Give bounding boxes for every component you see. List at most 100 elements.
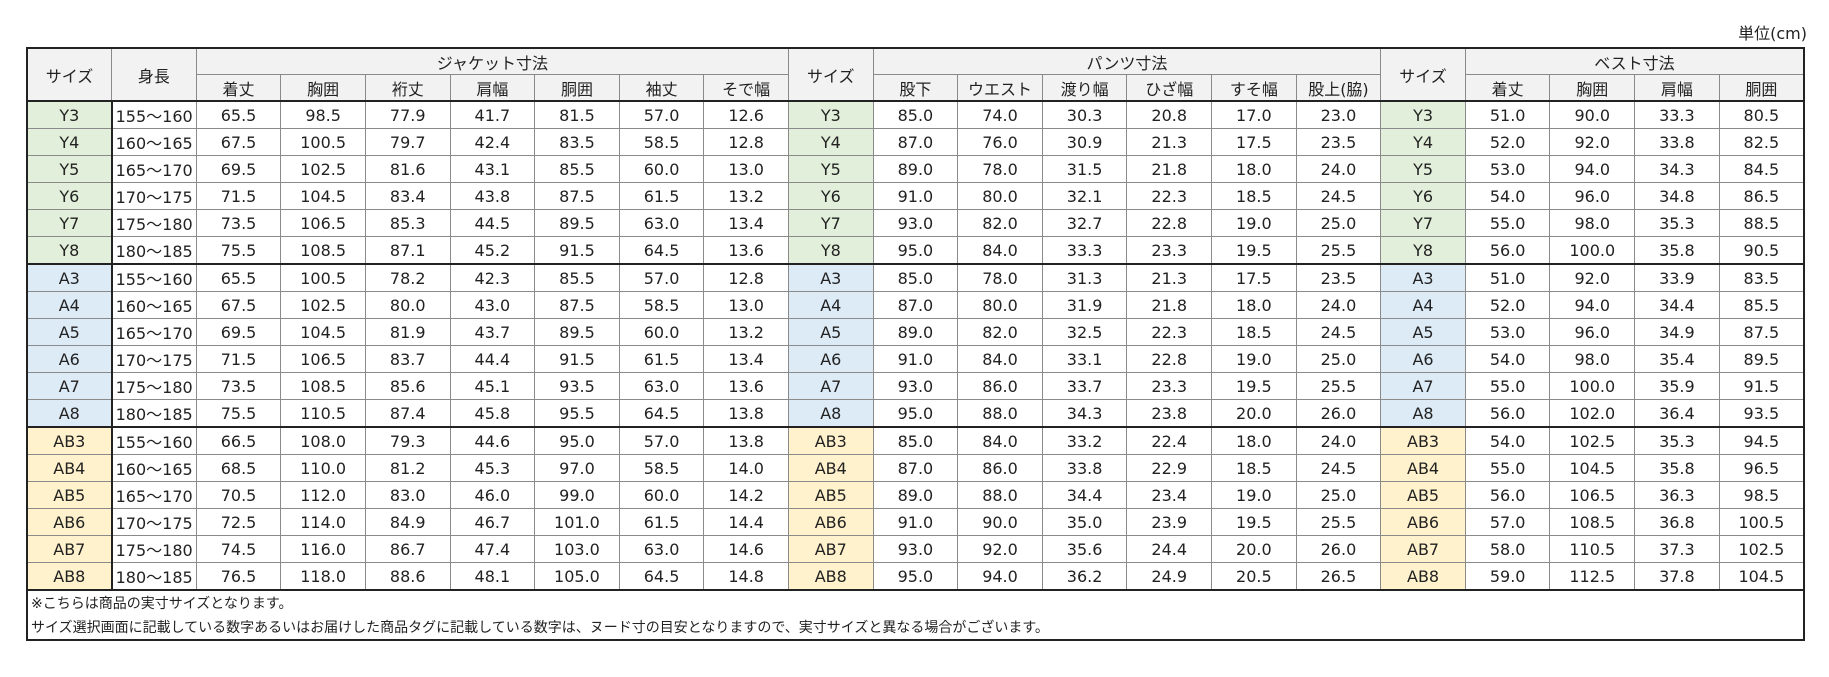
value-cell: 98.0 <box>1549 345 1636 373</box>
value-cell: 43.7 <box>449 318 536 346</box>
value-cell: 88.5 <box>1718 209 1805 237</box>
value-cell: 56.0 <box>1464 399 1551 428</box>
value-cell: 45.3 <box>449 454 536 482</box>
value-cell: 44.5 <box>449 209 536 237</box>
value-cell: 36.3 <box>1634 481 1720 509</box>
value-cell: 79.7 <box>364 128 451 156</box>
column-header: 胸囲 <box>1549 74 1636 102</box>
column-header: 渡り幅 <box>1041 74 1128 102</box>
value-cell: 100.5 <box>280 263 366 292</box>
value-cell: 34.3 <box>1041 399 1128 428</box>
value-cell: 24.4 <box>1126 535 1213 563</box>
value-cell: 93.5 <box>1718 399 1805 428</box>
data-row: AB7 175～180 74.5 116.0 86.7 47.4 103.0 63.0 14.6… <box>26 535 1805 563</box>
value-cell: 19.5 <box>1211 508 1297 536</box>
value-cell: 80.5 <box>1718 100 1805 129</box>
value-cell: 60.0 <box>618 155 705 183</box>
value-cell: 83.5 <box>534 128 620 156</box>
value-cell: 93.5 <box>534 372 620 400</box>
value-cell: 25.5 <box>1295 236 1382 265</box>
value-cell: 91.0 <box>872 182 959 210</box>
size-cell: Y4 <box>26 128 113 156</box>
size-cell: Y5 <box>1380 155 1466 183</box>
value-cell: 23.5 <box>1295 128 1382 156</box>
size-table: サイズ 身長 ジャケット寸法 サイズ パンツ寸法 サイズ ベスト寸法 着丈 胸囲 裄丈 肩幅 胴囲 袖丈… <box>26 47 1805 641</box>
value-cell: 75.5 <box>195 236 282 265</box>
value-cell: 93.0 <box>872 372 959 400</box>
value-cell: 12.8 <box>703 128 789 156</box>
value-cell: 54.0 <box>1464 182 1551 210</box>
value-cell: 93.0 <box>872 209 959 237</box>
value-cell: 91.0 <box>872 508 959 536</box>
value-cell: 13.8 <box>703 399 789 428</box>
value-cell: 99.0 <box>534 481 620 509</box>
value-cell: 95.0 <box>872 399 959 428</box>
section-header: パンツ寸法 <box>872 47 1382 75</box>
data-row: AB8 180～185 76.5 118.0 88.6 48.1 105.0 64.5 14.8… <box>26 562 1805 591</box>
value-cell: 31.9 <box>1041 291 1128 319</box>
value-cell: 87.5 <box>1718 318 1805 346</box>
value-cell: 82.0 <box>957 318 1043 346</box>
value-cell: 108.0 <box>280 426 366 455</box>
size-cell: AB4 <box>1380 454 1466 482</box>
value-cell: 97.0 <box>534 454 620 482</box>
size-cell: Y3 <box>787 100 874 129</box>
value-cell: 75.5 <box>195 399 282 428</box>
size-cell: Y3 <box>1380 100 1466 129</box>
column-header: 袖丈 <box>618 74 705 102</box>
value-cell: 96.0 <box>1549 182 1636 210</box>
value-cell: 95.5 <box>534 399 620 428</box>
value-cell: 22.3 <box>1126 182 1213 210</box>
value-cell: 66.5 <box>195 426 282 455</box>
value-cell: 61.5 <box>618 182 705 210</box>
size-cell: Y5 <box>26 155 113 183</box>
height-cell: 175～180 <box>110 535 197 563</box>
data-row: AB4 160～165 68.5 110.0 81.2 45.3 97.0 58.5 14.0 A… <box>26 454 1805 482</box>
value-cell: 61.5 <box>618 345 705 373</box>
value-cell: 19.0 <box>1211 209 1297 237</box>
size-cell: A7 <box>787 372 874 400</box>
height-cell: 160～165 <box>110 128 197 156</box>
value-cell: 108.5 <box>1549 508 1636 536</box>
value-cell: 105.0 <box>534 562 620 591</box>
value-cell: 88.6 <box>364 562 451 591</box>
value-cell: 81.5 <box>534 100 620 129</box>
value-cell: 89.5 <box>1718 345 1805 373</box>
value-cell: 32.1 <box>1041 182 1128 210</box>
value-cell: 91.5 <box>534 345 620 373</box>
column-header: 着丈 <box>195 74 282 102</box>
value-cell: 55.0 <box>1464 209 1551 237</box>
value-cell: 95.0 <box>872 562 959 591</box>
value-cell: 94.5 <box>1718 426 1805 455</box>
value-cell: 81.6 <box>364 155 451 183</box>
value-cell: 92.0 <box>1549 128 1636 156</box>
value-cell: 13.0 <box>703 291 789 319</box>
value-cell: 63.0 <box>618 535 705 563</box>
column-header: 股下 <box>872 74 959 102</box>
value-cell: 60.0 <box>618 318 705 346</box>
height-cell: 160～165 <box>110 291 197 319</box>
value-cell: 89.5 <box>534 318 620 346</box>
data-row: A8 180～185 75.5 110.5 87.4 45.8 95.5 64.5 13.8 A8… <box>26 399 1805 428</box>
value-cell: 14.4 <box>703 508 789 536</box>
value-cell: 33.7 <box>1041 372 1128 400</box>
height-cell: 175～180 <box>110 209 197 237</box>
value-cell: 85.6 <box>364 372 451 400</box>
value-cell: 85.3 <box>364 209 451 237</box>
size-cell: A3 <box>26 263 113 292</box>
value-cell: 57.0 <box>618 263 705 292</box>
size-cell: AB5 <box>787 481 874 509</box>
value-cell: 78.0 <box>957 263 1043 292</box>
value-cell: 87.0 <box>872 128 959 156</box>
size-cell: A5 <box>26 318 113 346</box>
size-cell: AB3 <box>1380 426 1466 455</box>
value-cell: 101.0 <box>534 508 620 536</box>
height-cell: 180～185 <box>110 562 197 591</box>
value-cell: 87.5 <box>534 291 620 319</box>
value-cell: 84.5 <box>1718 155 1805 183</box>
value-cell: 85.0 <box>872 426 959 455</box>
value-cell: 56.0 <box>1464 236 1551 265</box>
value-cell: 42.3 <box>449 263 536 292</box>
height-cell: 170～175 <box>110 508 197 536</box>
value-cell: 34.4 <box>1041 481 1128 509</box>
